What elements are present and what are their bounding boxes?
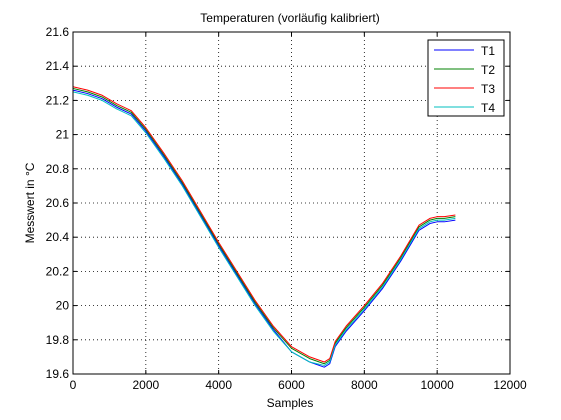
y-tick-label: 21.2 — [46, 93, 70, 107]
x-tick-label: 8000 — [351, 378, 378, 392]
y-tick-label: 21 — [56, 128, 70, 142]
legend-box — [427, 39, 505, 117]
legend: T1 T2 T3 T4 — [427, 39, 505, 117]
grid — [73, 32, 510, 374]
series-line-t3 — [72, 86, 456, 363]
y-tick-label: 19.6 — [46, 367, 70, 381]
x-tick-label: 10000 — [420, 378, 454, 392]
legend-label-t2: T2 — [481, 63, 495, 77]
y-axis-label: Messwert in °C — [23, 162, 37, 243]
y-tick-label: 20.6 — [46, 196, 70, 210]
chart-title: Temperaturen (vorläufig kalibriert) — [200, 11, 379, 25]
legend-items: T1 T2 T3 T4 — [434, 44, 495, 115]
x-axis-label: Samples — [267, 396, 314, 410]
series-line-t2 — [72, 87, 456, 365]
series-line-t4 — [72, 91, 456, 366]
legend-label-t3: T3 — [481, 82, 495, 96]
legend-label-t4: T4 — [481, 101, 495, 115]
y-tick-label: 19.8 — [46, 333, 70, 347]
legend-label-t1: T1 — [481, 44, 495, 58]
y-tick-label: 20.8 — [46, 162, 70, 176]
axis-ticks: 0 2000 4000 6000 8000 10000 12000 19.6 19.8 20 20.… — [46, 25, 527, 392]
x-tick-label: 0 — [70, 378, 77, 392]
y-tick-label: 21.4 — [46, 59, 70, 73]
x-tick-label: 12000 — [493, 378, 527, 392]
y-tick-label: 21.6 — [46, 25, 70, 39]
y-tick-label: 20 — [56, 299, 70, 313]
x-tick-label: 6000 — [278, 378, 305, 392]
x-tick-label: 4000 — [205, 378, 232, 392]
series-lines — [72, 86, 456, 368]
x-tick-label: 2000 — [132, 378, 159, 392]
y-tick-label: 20.2 — [46, 264, 70, 278]
y-tick-label: 20.4 — [46, 230, 70, 244]
